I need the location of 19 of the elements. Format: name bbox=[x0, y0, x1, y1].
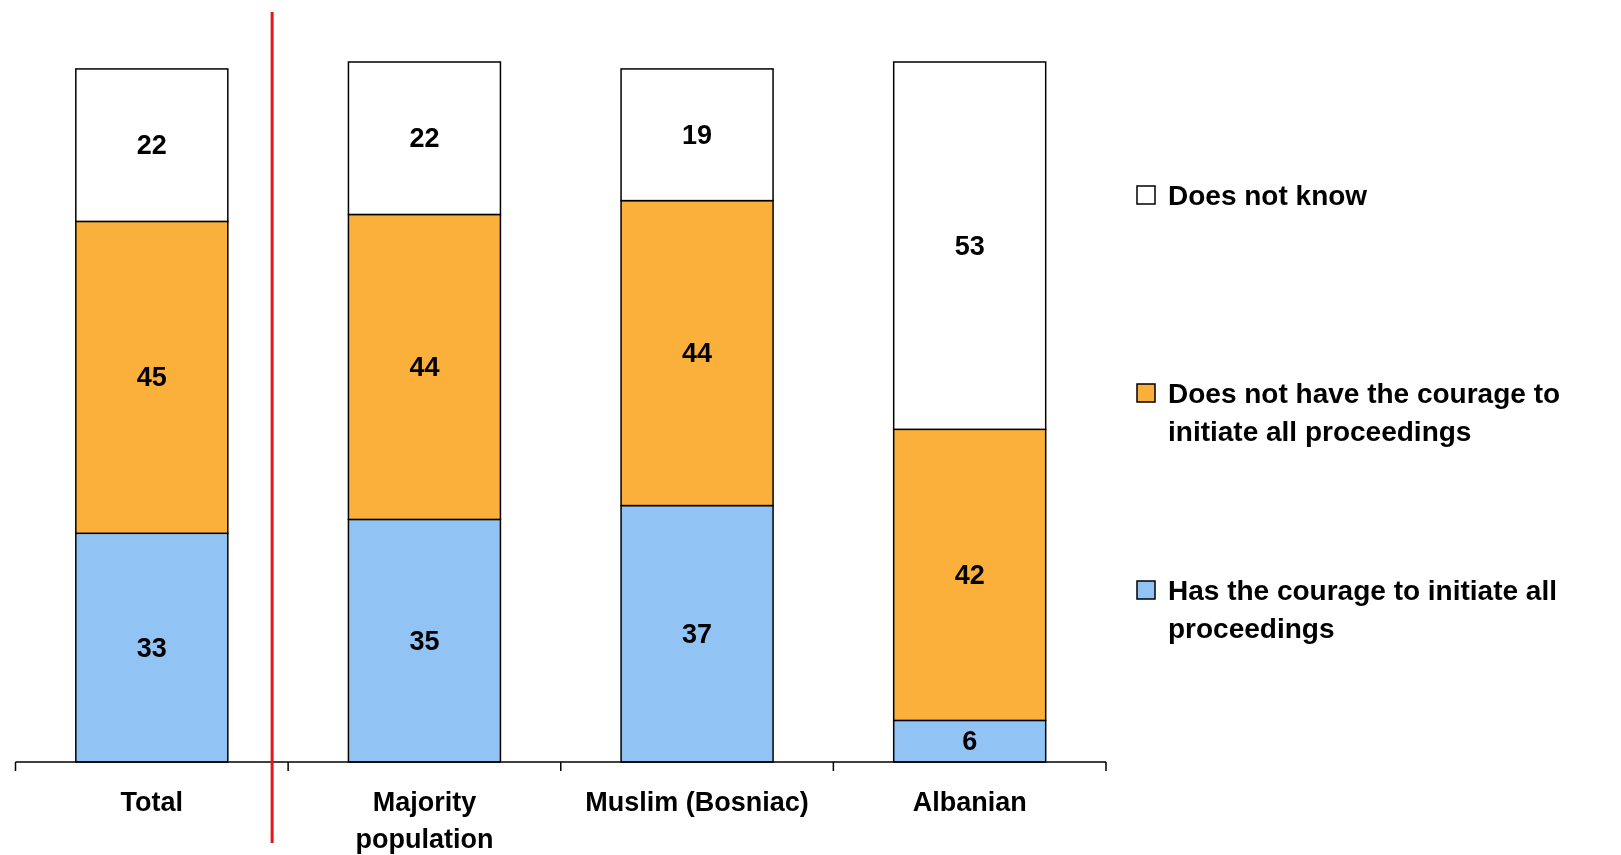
legend-label: Does not have the courage to initiate all proceedings bbox=[1168, 378, 1561, 447]
data-label: 44 bbox=[682, 338, 713, 369]
data-label: 44 bbox=[409, 351, 440, 382]
data-label: 6 bbox=[962, 726, 978, 757]
data-label: 42 bbox=[954, 559, 985, 590]
data-label: 19 bbox=[682, 119, 713, 150]
data-label: 37 bbox=[682, 618, 713, 649]
data-label: 53 bbox=[954, 230, 985, 261]
x-tick-label: Albanian bbox=[912, 787, 1027, 817]
x-tick-label: Majority population bbox=[355, 787, 494, 854]
x-tick-label: Muslim (Bosniac) bbox=[585, 787, 809, 817]
data-label: 22 bbox=[409, 123, 440, 154]
data-label: 22 bbox=[136, 130, 167, 161]
data-label: 35 bbox=[409, 625, 440, 656]
data-label: 33 bbox=[136, 632, 167, 663]
legend-label: Does not know bbox=[1168, 180, 1368, 211]
data-label: 45 bbox=[136, 362, 167, 393]
x-tick-label: Total bbox=[120, 787, 184, 817]
legend-label: Has the courage to initiate all proceedings bbox=[1168, 575, 1557, 644]
